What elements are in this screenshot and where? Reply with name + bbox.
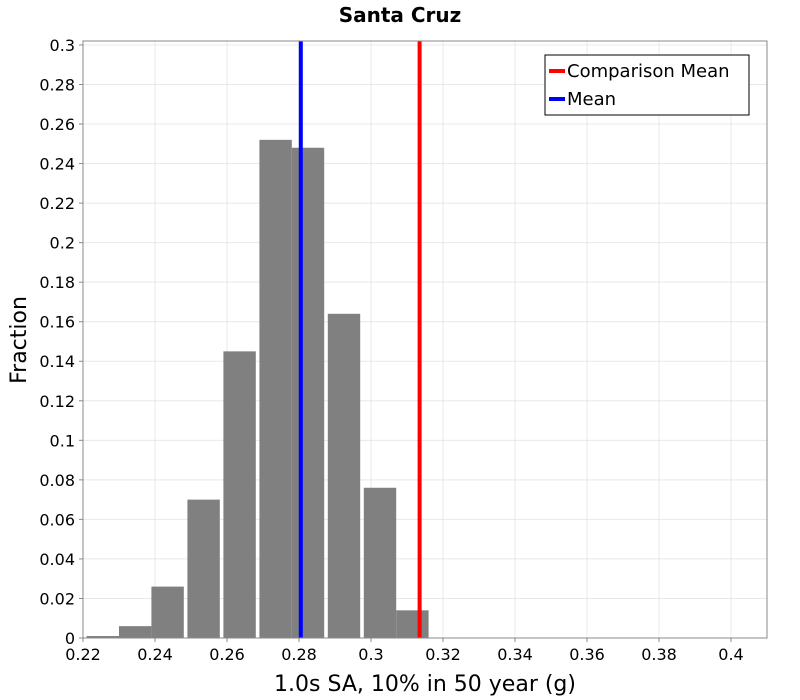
x-tick-label: 0.36 [569,645,605,664]
x-tick-label: 0.26 [209,645,245,664]
y-tick-label: 0.12 [39,392,75,411]
y-tick-label: 0.14 [39,352,75,371]
y-tick-label: 0.26 [39,115,75,134]
legend: Comparison Mean Mean [544,54,750,116]
y-tick-label: 0.06 [39,510,75,529]
y-tick-label: 0.3 [50,36,75,55]
legend-label-comparison-mean: Comparison Mean [567,61,730,82]
x-tick-label: 0.3 [358,645,383,664]
x-tick-label: 0.22 [65,645,101,664]
y-tick-label: 0.04 [39,550,75,569]
mean-lines [298,41,422,638]
histogram-bar [291,147,325,638]
x-axis-ticks: 0.22 0.24 0.26 0.28 0.3 0.32 0.34 0.36 0.38 0.4 [65,638,744,664]
histogram-bars [86,139,429,638]
histogram-bar [327,313,361,638]
x-tick-label: 0.24 [137,645,173,664]
y-tick-label: 0.2 [50,234,75,253]
x-axis-label: 1.0s SA, 10% in 50 year (g) [274,672,576,697]
histogram-bar [86,636,119,638]
histogram-bar [187,499,220,638]
y-tick-label: 0.24 [39,155,75,174]
y-tick-label: 0.1 [50,431,75,450]
histogram-bar [223,351,256,638]
y-tick-label: 0.16 [39,313,75,332]
x-tick-label: 0.4 [718,645,743,664]
histogram-bar [363,487,397,638]
histogram-bar [396,610,429,638]
y-tick-label: 0.22 [39,194,75,213]
x-tick-label: 0.34 [497,645,533,664]
chart-title: Santa Cruz [339,3,462,27]
histogram-bar [119,626,152,638]
legend-box [544,54,750,116]
x-tick-label: 0.28 [281,645,317,664]
y-tick-label: 0 [65,629,75,648]
y-tick-label: 0.02 [39,589,75,608]
plot-area-frame [82,40,768,639]
y-tick-label: 0.18 [39,273,75,292]
grid [82,41,767,639]
y-axis-label: Fraction [7,296,32,384]
histogram-bar [151,586,184,638]
y-tick-label: 0.28 [39,75,75,94]
y-axis-ticks: 0 0.02 0.04 0.06 0.08 0.1 0.12 0.14 0.16 0.18 0.2 0… [39,36,83,648]
x-tick-label: 0.32 [425,645,461,664]
legend-label-mean: Mean [567,89,616,110]
x-tick-label: 0.38 [641,645,677,664]
y-tick-label: 0.08 [39,471,75,490]
histogram-bar [259,139,292,638]
